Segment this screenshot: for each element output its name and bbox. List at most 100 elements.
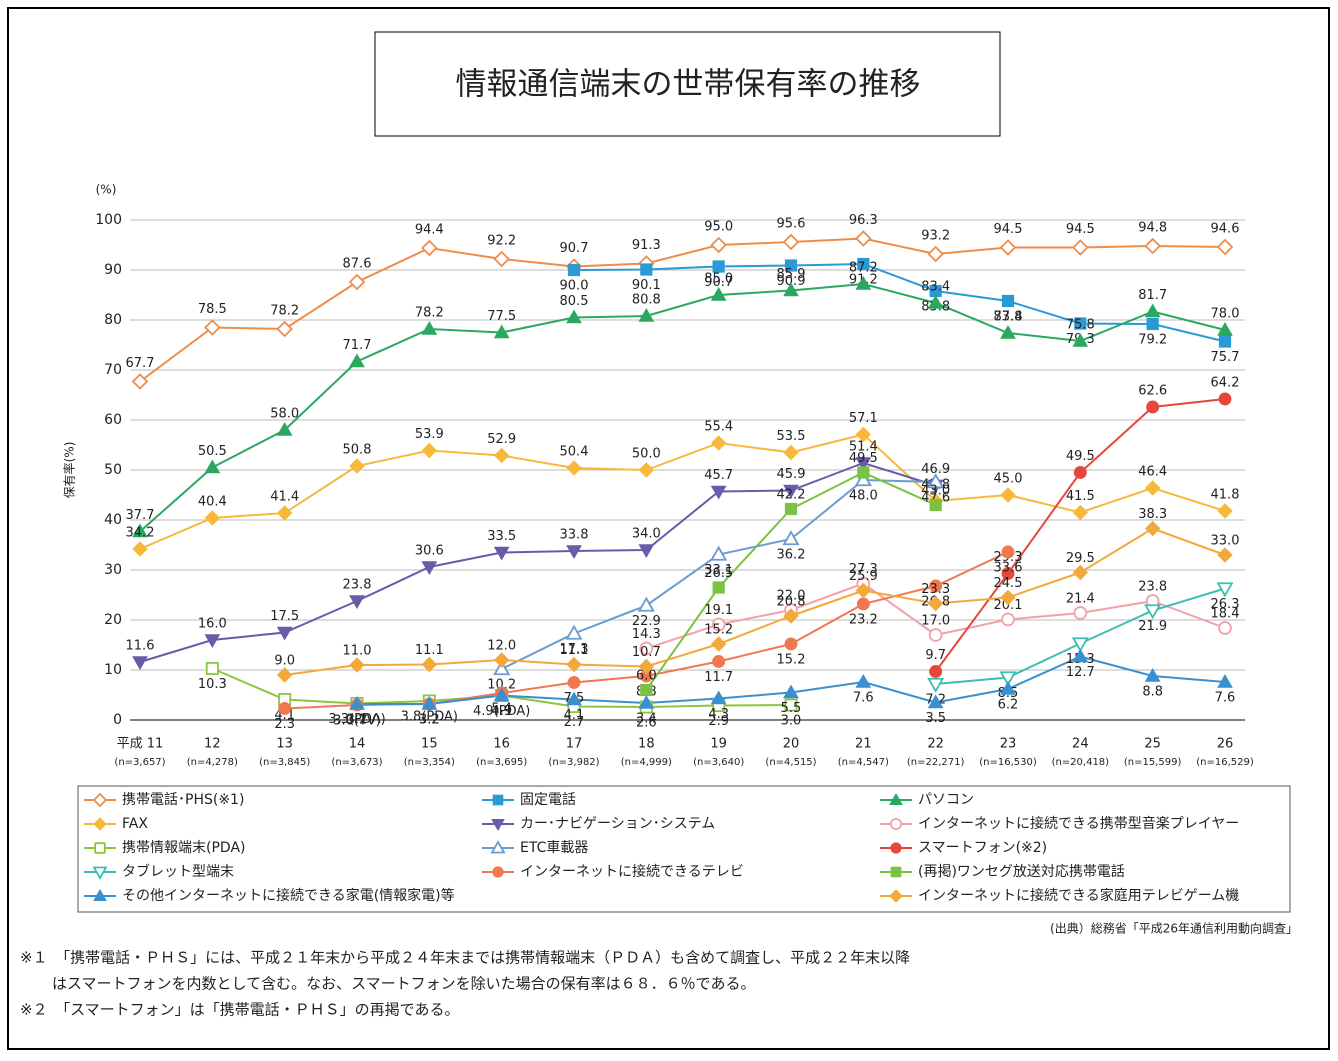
data-label: 36.2 — [777, 548, 806, 563]
x-tick-label: 20 — [783, 737, 800, 752]
series-line — [139, 433, 1226, 550]
data-label: 46.9 — [921, 462, 950, 477]
x-tick-sub-label: (n=4,999) — [621, 757, 672, 768]
data-label: 94.8 — [1138, 221, 1167, 236]
data-label: 16.0 — [198, 617, 227, 632]
marker — [929, 498, 942, 512]
x-tick-sub-label: (n=16,530) — [979, 757, 1037, 768]
marker — [854, 471, 872, 487]
data-label: 41.5 — [1066, 489, 1095, 504]
marker — [1000, 680, 1016, 695]
data-label: 11.6 — [126, 639, 155, 654]
y-tick-label: 80 — [104, 312, 122, 328]
x-tick-label: 19 — [710, 737, 727, 752]
marker — [638, 544, 655, 559]
x-tick-sub-label: (n=4,278) — [187, 757, 238, 768]
data-label: 41.4 — [270, 490, 299, 505]
marker — [490, 840, 506, 854]
data-label: 18.4 — [1211, 607, 1240, 622]
marker — [421, 695, 438, 710]
data-label: 17.5 — [270, 609, 299, 624]
data-label: 53.9 — [415, 427, 444, 442]
legend-box — [77, 785, 1291, 913]
marker — [1073, 466, 1087, 479]
marker — [639, 641, 654, 656]
data-label: 58.0 — [270, 407, 299, 422]
marker — [421, 656, 438, 673]
marker — [927, 294, 944, 309]
marker — [855, 582, 872, 599]
data-label: 5.5 — [781, 701, 802, 716]
marker — [1144, 480, 1161, 496]
marker — [1000, 487, 1016, 503]
data-label: 26.5 — [704, 566, 733, 581]
data-label: 26.3 — [1211, 597, 1240, 612]
marker — [712, 581, 725, 594]
marker — [889, 889, 903, 903]
marker — [204, 634, 221, 649]
data-label: 33.0 — [1211, 534, 1240, 549]
marker — [638, 462, 655, 478]
marker — [857, 466, 870, 479]
data-label: 75.7 — [1211, 350, 1240, 365]
data-label: 17.3 — [560, 642, 589, 657]
marker — [890, 842, 902, 854]
data-label: 10.3 — [198, 677, 227, 692]
marker — [1144, 520, 1161, 537]
data-label: 21.9 — [1138, 619, 1167, 634]
data-label: 2.9 — [708, 714, 729, 729]
marker — [421, 239, 438, 257]
data-label: 90.7 — [704, 275, 733, 290]
marker — [782, 530, 800, 546]
data-label: 19.1 — [704, 603, 733, 618]
data-label: 78.2 — [270, 304, 299, 319]
legend-label: ETC車載器 — [520, 839, 588, 856]
marker — [1071, 637, 1089, 653]
x-tick-sub-label: (n=16,529) — [1196, 757, 1254, 768]
data-label: 90.0 — [560, 279, 589, 294]
marker — [927, 694, 944, 709]
marker — [493, 250, 510, 268]
data-label: 29.5 — [1066, 551, 1095, 566]
data-label: 4.1 — [564, 708, 585, 723]
marker — [710, 485, 727, 500]
x-tick-label: 15 — [421, 737, 438, 752]
data-label: 12.7 — [1066, 665, 1095, 680]
marker — [710, 236, 727, 254]
legend-label: その他インターネットに接続できる家電(情報家電)等 — [122, 887, 455, 904]
marker — [783, 484, 799, 499]
marker — [784, 259, 798, 272]
marker — [1217, 673, 1233, 688]
marker — [493, 652, 510, 668]
marker — [1218, 335, 1232, 348]
marker — [493, 687, 510, 702]
marker — [637, 596, 655, 612]
data-label: 53.5 — [777, 429, 806, 444]
x-tick-sub-label: (n=4,515) — [765, 757, 816, 768]
marker — [855, 673, 872, 688]
data-label: 90.1 — [632, 278, 661, 293]
marker — [565, 624, 583, 640]
data-label: 78.0 — [1211, 307, 1240, 322]
marker — [92, 866, 108, 880]
data-label: 93.2 — [921, 229, 950, 244]
marker — [1001, 612, 1015, 627]
data-label: 4.9 — [491, 704, 512, 719]
marker — [1001, 567, 1015, 580]
marker — [927, 245, 944, 263]
data-label: 49.5 — [1066, 449, 1095, 464]
y-tick-label: 40 — [104, 512, 122, 528]
marker — [204, 319, 221, 336]
marker — [491, 819, 505, 832]
marker — [566, 691, 582, 706]
x-tick-sub-label: (n=3,982) — [548, 757, 599, 768]
marker — [855, 426, 872, 443]
x-tick-sub-label: (n=3,845) — [259, 757, 310, 768]
data-label: 3.3(PDA) — [328, 712, 385, 727]
data-label: 83.8 — [994, 310, 1023, 325]
marker — [889, 792, 903, 805]
marker — [784, 637, 798, 651]
marker — [1218, 392, 1232, 406]
legend-label: (再掲)ワンセグ放送対応携帯電話 — [918, 863, 1125, 880]
marker — [856, 597, 870, 611]
